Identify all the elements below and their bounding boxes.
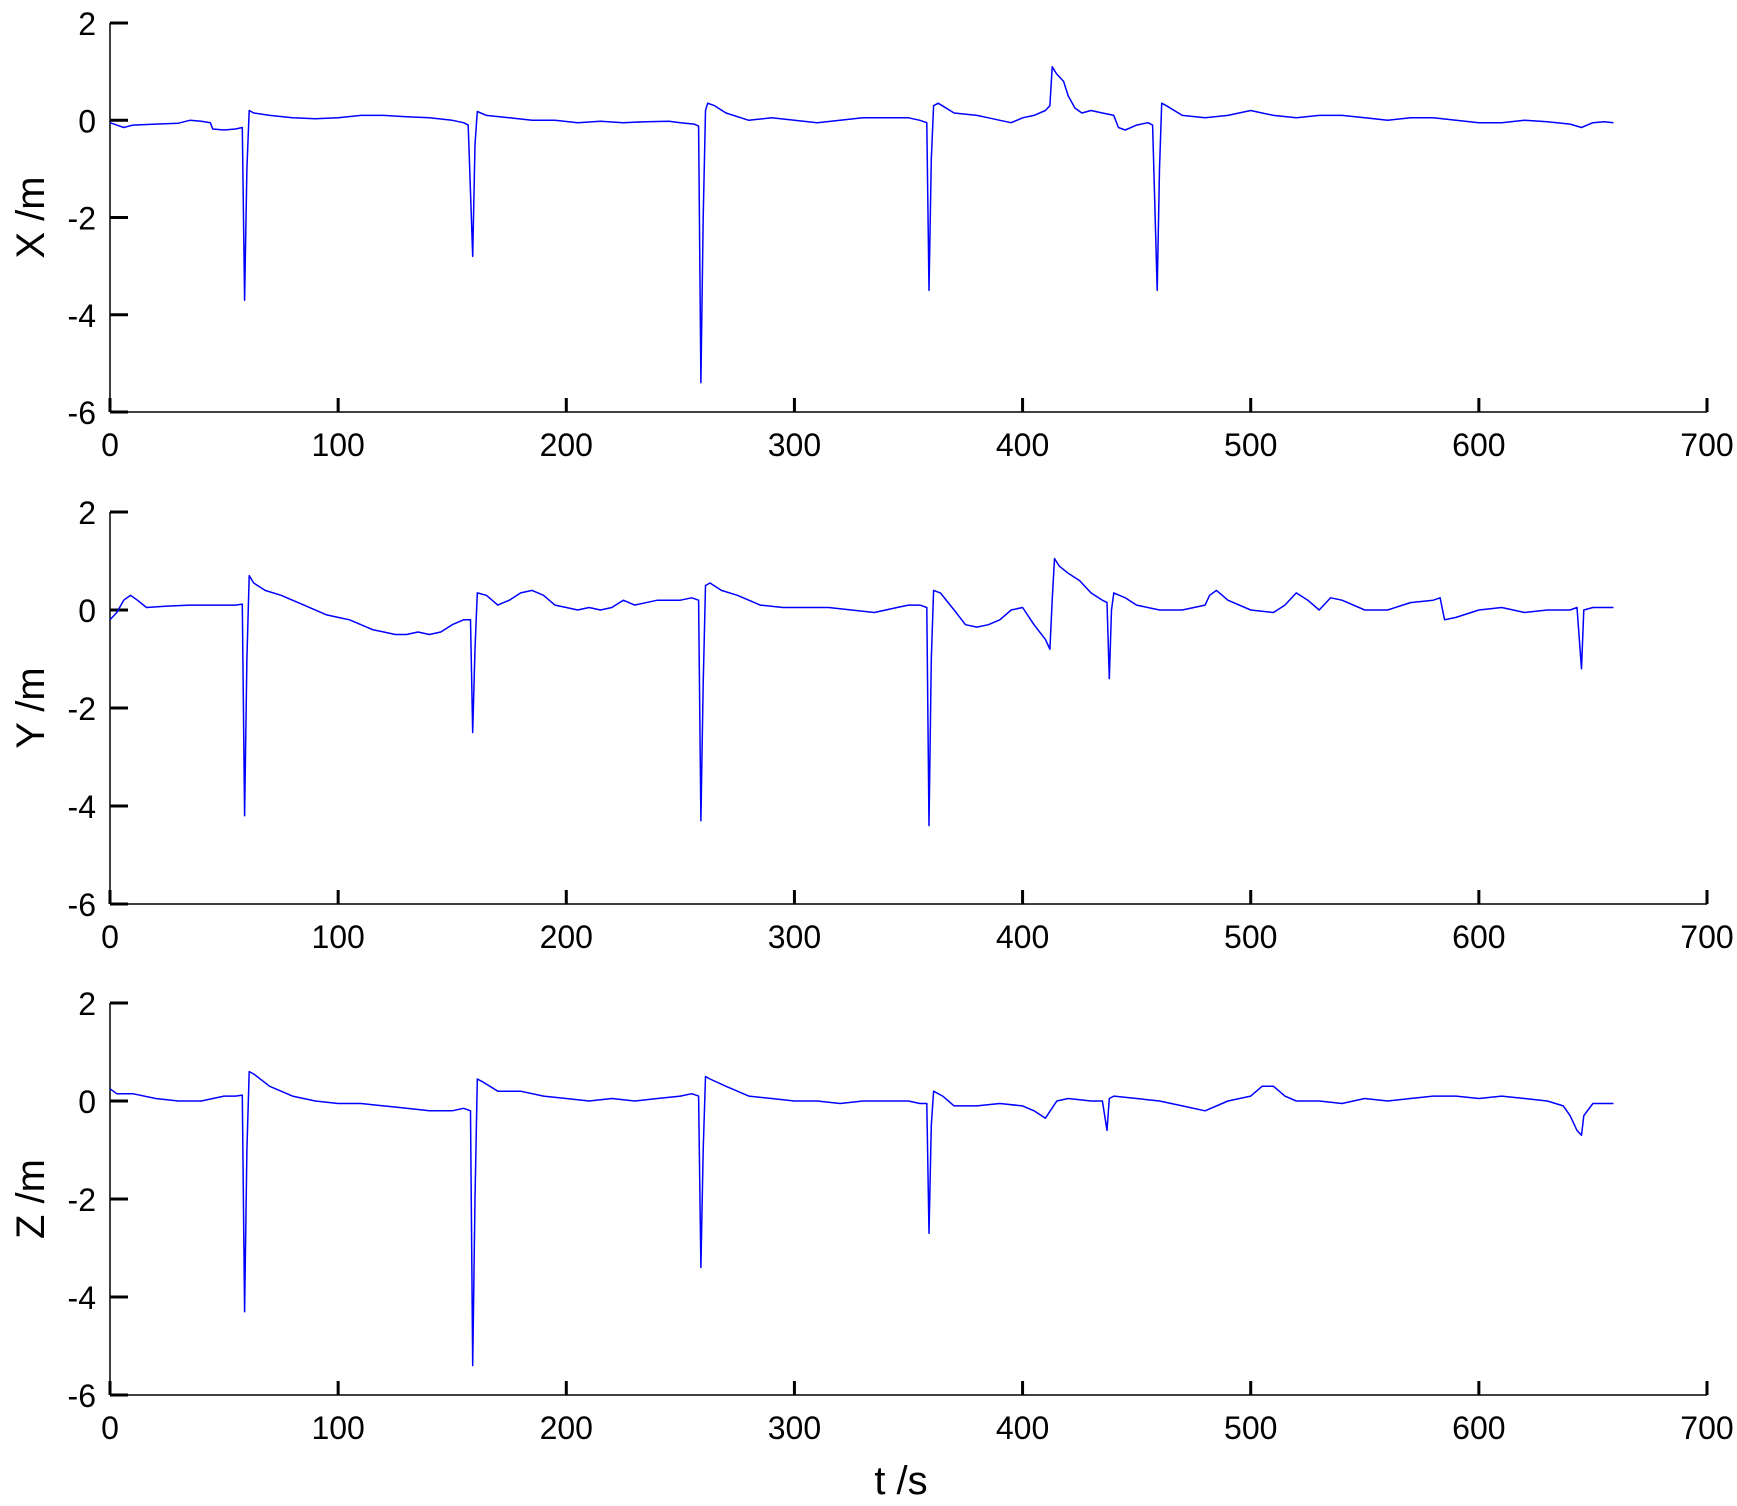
y-tick-label: 2 <box>78 495 96 531</box>
y-tick-label: -6 <box>68 395 96 431</box>
x-tick-label: 400 <box>996 919 1049 955</box>
series-line-x <box>109 66 1614 384</box>
x-tick-label: 700 <box>1680 427 1733 463</box>
x-tick-label: 300 <box>768 427 821 463</box>
x-tick-label: 100 <box>311 427 364 463</box>
x-tick-label: 300 <box>768 1410 821 1446</box>
x-tick-label: 700 <box>1680 1410 1733 1446</box>
y-tick-label: -6 <box>68 887 96 923</box>
x-tick-label: 600 <box>1452 919 1505 955</box>
y-tick-label: -2 <box>68 691 96 727</box>
x-tick-label: 200 <box>540 427 593 463</box>
y-tick-label: -4 <box>68 298 96 334</box>
y-tick-label: -4 <box>68 789 96 825</box>
y-tick-label: -2 <box>68 1182 96 1218</box>
x-tick-label: 300 <box>768 919 821 955</box>
y-tick-label: -6 <box>68 1378 96 1414</box>
y-tick-label: -2 <box>68 201 96 237</box>
y-axis-label-z: Z /m <box>9 1159 53 1239</box>
subplot-y: -6 -4 -2 0 2 0 100 200 300 400 500 600 700 Y /m <box>9 495 1734 955</box>
y-tick-label: 2 <box>78 986 96 1022</box>
series-line-z <box>109 1070 1614 1367</box>
subplot-z: -6 -4 -2 0 2 0 100 200 300 400 500 600 700 Z /m <box>9 986 1734 1446</box>
x-tick-label: 0 <box>101 427 119 463</box>
x-tick-label: 200 <box>540 919 593 955</box>
subplot-x: -6 -4 -2 0 2 0 100 200 300 400 500 600 700 X /m <box>9 6 1734 463</box>
y-axis-label-x: X /m <box>9 176 53 258</box>
y-axis-label-y: Y /m <box>9 667 53 749</box>
x-tick-label: 700 <box>1680 919 1733 955</box>
x-tick-label: 400 <box>996 427 1049 463</box>
x-tick-label: 400 <box>996 1410 1049 1446</box>
y-tick-label: 0 <box>78 103 96 139</box>
x-tick-label: 500 <box>1224 919 1277 955</box>
y-tick-label: 2 <box>78 6 96 42</box>
x-tick-label: 100 <box>311 1410 364 1446</box>
x-tick-label: 0 <box>101 919 119 955</box>
x-axis-label: t /s <box>874 1459 927 1501</box>
y-tick-label: -4 <box>68 1280 96 1316</box>
x-tick-label: 500 <box>1224 1410 1277 1446</box>
x-tick-label: 600 <box>1452 1410 1505 1446</box>
x-tick-label: 200 <box>540 1410 593 1446</box>
x-tick-label: 0 <box>101 1410 119 1446</box>
x-tick-label: 600 <box>1452 427 1505 463</box>
series-line-y <box>109 557 1614 827</box>
y-tick-label: 0 <box>78 593 96 629</box>
x-tick-label: 100 <box>311 919 364 955</box>
x-tick-label: 500 <box>1224 427 1277 463</box>
y-tick-label: 0 <box>78 1084 96 1120</box>
